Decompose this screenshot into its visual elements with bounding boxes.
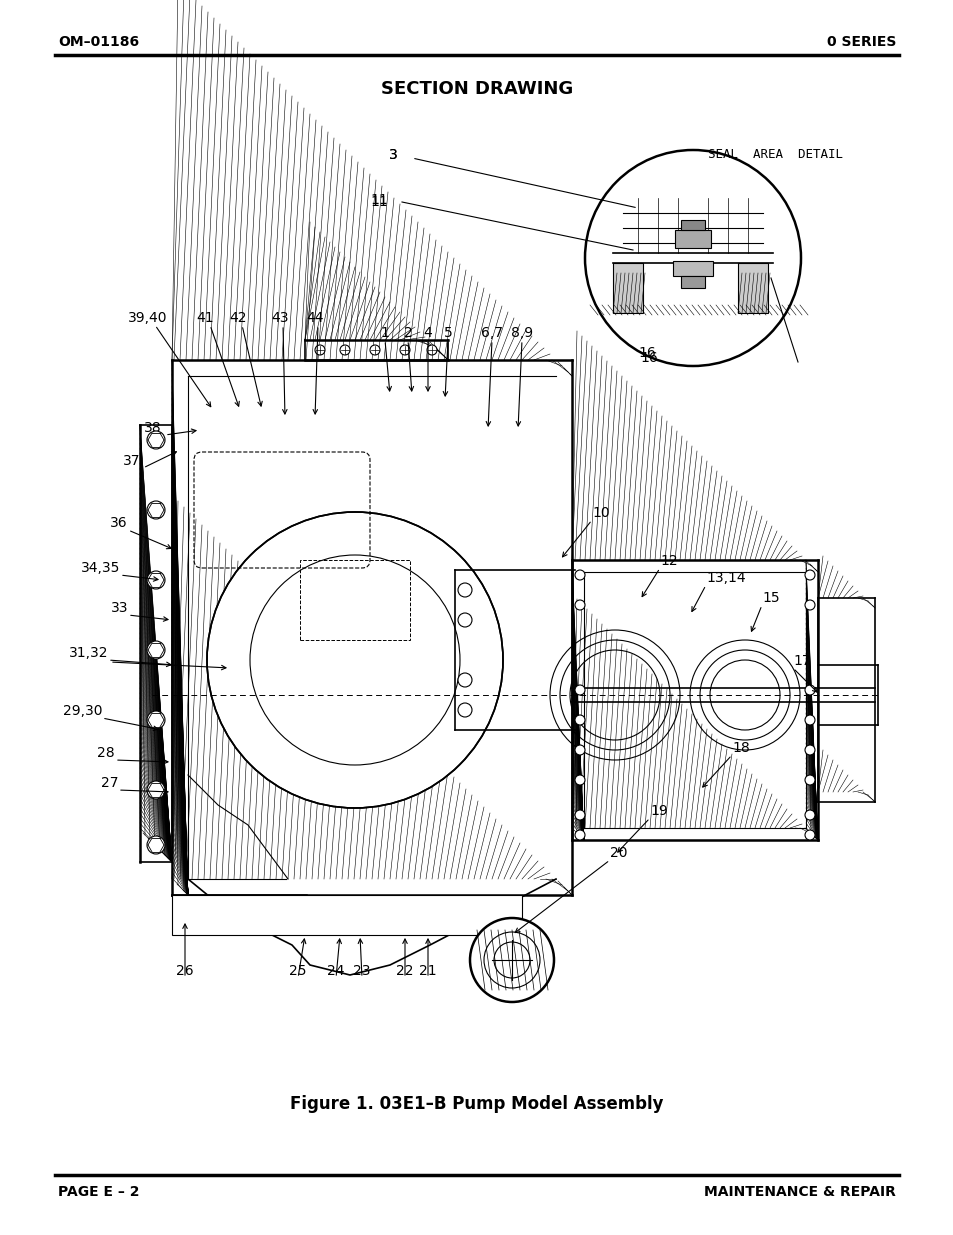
Text: SEAL  AREA  DETAIL: SEAL AREA DETAIL [707, 148, 842, 161]
Text: 21: 21 [418, 965, 436, 978]
Text: 5: 5 [443, 326, 452, 340]
Circle shape [575, 715, 584, 725]
Text: Figure 1. 03E1–B Pump Model Assembly: Figure 1. 03E1–B Pump Model Assembly [290, 1095, 663, 1113]
Circle shape [399, 345, 410, 354]
Text: 44: 44 [306, 311, 323, 325]
Circle shape [575, 830, 584, 840]
Text: 37: 37 [122, 454, 140, 468]
Circle shape [339, 345, 350, 354]
Circle shape [804, 571, 814, 580]
Circle shape [147, 571, 165, 589]
Text: PAGE E – 2: PAGE E – 2 [58, 1186, 139, 1199]
Text: 38: 38 [144, 421, 162, 435]
Text: 6,7: 6,7 [480, 326, 502, 340]
Text: 24: 24 [327, 965, 344, 978]
Text: 13,14: 13,14 [705, 571, 745, 585]
Circle shape [207, 513, 502, 808]
Circle shape [584, 149, 801, 366]
Text: 15: 15 [761, 592, 779, 605]
Bar [738, 263, 767, 312]
Circle shape [575, 776, 584, 785]
Text: 39,40: 39,40 [128, 311, 168, 325]
Circle shape [147, 431, 165, 450]
Bar [672, 261, 712, 275]
Text: 22: 22 [395, 965, 414, 978]
Circle shape [804, 830, 814, 840]
Circle shape [575, 600, 584, 610]
Circle shape [427, 345, 436, 354]
Circle shape [457, 703, 472, 718]
Text: 12: 12 [659, 555, 677, 568]
Bar [675, 230, 710, 248]
Text: 11: 11 [370, 193, 388, 207]
Text: 10: 10 [592, 506, 609, 520]
Circle shape [804, 776, 814, 785]
Text: 25: 25 [289, 965, 307, 978]
Text: 27: 27 [100, 776, 118, 790]
Text: 19: 19 [649, 804, 667, 818]
Text: 20: 20 [609, 846, 627, 860]
Circle shape [457, 613, 472, 627]
Circle shape [804, 715, 814, 725]
Text: 16: 16 [638, 346, 655, 359]
Circle shape [147, 501, 165, 519]
Circle shape [804, 745, 814, 755]
Text: 29,30: 29,30 [63, 704, 102, 718]
Circle shape [804, 600, 814, 610]
Circle shape [804, 685, 814, 695]
Text: 26: 26 [176, 965, 193, 978]
Circle shape [147, 781, 165, 799]
Text: OM–01186: OM–01186 [58, 35, 139, 49]
Circle shape [575, 745, 584, 755]
Text: 2: 2 [403, 326, 412, 340]
Text: 0 SERIES: 0 SERIES [825, 35, 895, 49]
Text: 34,35: 34,35 [81, 561, 120, 576]
Text: 18: 18 [731, 741, 749, 755]
Text: 1: 1 [380, 326, 389, 340]
Circle shape [370, 345, 379, 354]
Bar [680, 220, 704, 230]
Text: SECTION DRAWING: SECTION DRAWING [380, 80, 573, 98]
Text: 11: 11 [370, 195, 388, 209]
Circle shape [457, 673, 472, 687]
Text: 42: 42 [229, 311, 247, 325]
Circle shape [575, 685, 584, 695]
Circle shape [147, 641, 165, 659]
Circle shape [457, 583, 472, 597]
Text: 16: 16 [639, 351, 657, 366]
Text: 33: 33 [111, 601, 128, 615]
Bar [299, 559, 410, 640]
Text: 28: 28 [97, 746, 115, 760]
Bar [172, 895, 521, 935]
Text: 31,32: 31,32 [69, 646, 108, 659]
Circle shape [575, 810, 584, 820]
Text: 8,9: 8,9 [511, 326, 533, 340]
Circle shape [575, 571, 584, 580]
Text: 17: 17 [792, 655, 810, 668]
Bar [613, 263, 642, 312]
Text: 3: 3 [389, 148, 397, 162]
Text: MAINTENANCE & REPAIR: MAINTENANCE & REPAIR [703, 1186, 895, 1199]
Bar [680, 275, 704, 288]
Circle shape [470, 918, 554, 1002]
Text: 3: 3 [389, 148, 397, 162]
Text: 41: 41 [196, 311, 213, 325]
Circle shape [804, 810, 814, 820]
Text: 23: 23 [353, 965, 371, 978]
Text: 4: 4 [423, 326, 432, 340]
Circle shape [147, 711, 165, 729]
Circle shape [314, 345, 325, 354]
Text: 36: 36 [111, 516, 128, 530]
Text: 43: 43 [271, 311, 289, 325]
Circle shape [147, 836, 165, 853]
